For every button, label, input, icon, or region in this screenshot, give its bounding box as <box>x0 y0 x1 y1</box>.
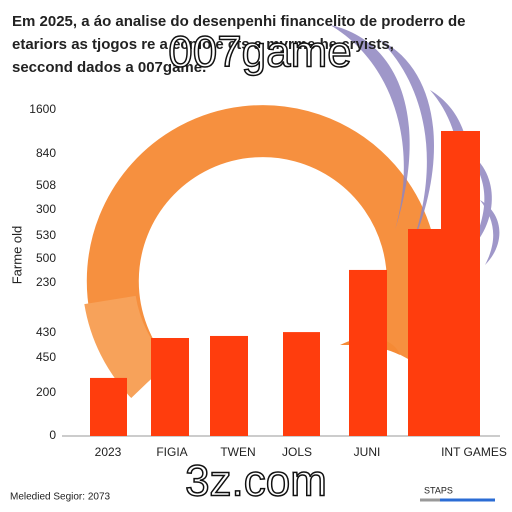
y-axis-label: 0 <box>49 428 56 442</box>
legend-text: STAPS <box>424 485 453 495</box>
footer: Meledied Segior: 2073 <box>10 492 111 503</box>
x-tick-label: 2023 <box>95 445 122 459</box>
bar <box>151 337 189 436</box>
y-axis-label: 300 <box>36 202 56 216</box>
x-tick-label: FIGIA <box>156 445 187 459</box>
bar <box>349 269 387 436</box>
bar <box>408 228 441 436</box>
y-axis-title: Farme old <box>9 226 24 285</box>
y-axis-label: 450 <box>36 350 56 364</box>
y-axis-label: 500 <box>36 251 56 265</box>
title-line: seccond dados a 007game. <box>12 59 206 76</box>
bar <box>283 332 320 436</box>
y-axis-label: 530 <box>36 228 56 242</box>
bar <box>441 130 480 436</box>
y-axis-label: 430 <box>36 325 56 339</box>
title-line: Em 2025, a áo analise do desenpenhi fina… <box>12 13 465 30</box>
y-axis-label: 230 <box>36 275 56 289</box>
x-tick-label: JOLS <box>282 445 312 459</box>
x-tick-label: JUNI <box>354 445 381 459</box>
y-axis-label: 840 <box>36 146 56 160</box>
y-axis-label: 1600 <box>29 102 56 116</box>
watermark: 3z.com <box>185 457 327 506</box>
bar <box>90 377 127 436</box>
y-axis-label: 508 <box>36 178 56 192</box>
watermark: 007game <box>168 28 351 77</box>
bar <box>210 335 248 436</box>
title-line: etariors as tjogos re a ecnlo e cts a my… <box>12 36 394 53</box>
y-axis-label: 200 <box>36 385 56 399</box>
x-tick-label: INT GAMES <box>441 445 507 459</box>
x-tick-label: TWEN <box>220 445 255 459</box>
